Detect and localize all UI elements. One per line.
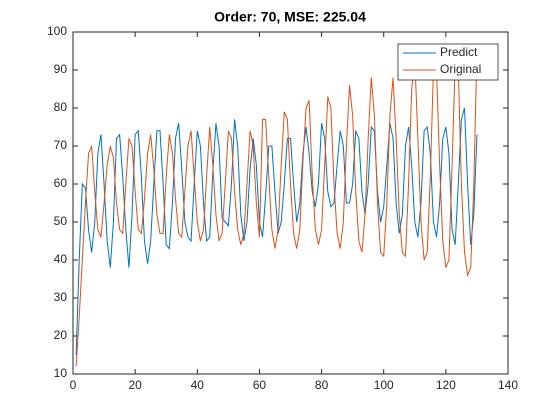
legend-label: Original bbox=[440, 62, 481, 76]
y-tick-label: 60 bbox=[54, 176, 68, 190]
x-tick-label: 60 bbox=[253, 378, 267, 392]
x-tick-label: 20 bbox=[128, 378, 142, 392]
x-tick-label: 0 bbox=[70, 378, 77, 392]
x-tick-label: 40 bbox=[191, 378, 205, 392]
legend-label: Predict bbox=[440, 45, 478, 59]
x-tick-label: 140 bbox=[498, 378, 518, 392]
y-tick-label: 90 bbox=[54, 62, 68, 76]
line-series bbox=[75, 50, 478, 367]
x-tick-label: 120 bbox=[436, 378, 456, 392]
y-tick-label: 10 bbox=[54, 366, 68, 380]
y-tick-label: 50 bbox=[54, 214, 68, 228]
y-tick-label: 20 bbox=[54, 328, 68, 342]
y-tick-label: 70 bbox=[54, 138, 68, 152]
legend-box bbox=[397, 43, 499, 81]
chart-title: Order: 70, MSE: 225.04 bbox=[214, 9, 366, 25]
y-tick-label: 100 bbox=[47, 24, 67, 38]
axes-box bbox=[72, 31, 509, 375]
plot-area bbox=[75, 50, 478, 367]
x-tick-label: 80 bbox=[315, 378, 329, 392]
y-tick-label: 80 bbox=[54, 100, 68, 114]
y-tick-label: 40 bbox=[54, 252, 68, 266]
x-tick-label: 100 bbox=[374, 378, 394, 392]
y-tick-label: 30 bbox=[54, 290, 68, 304]
